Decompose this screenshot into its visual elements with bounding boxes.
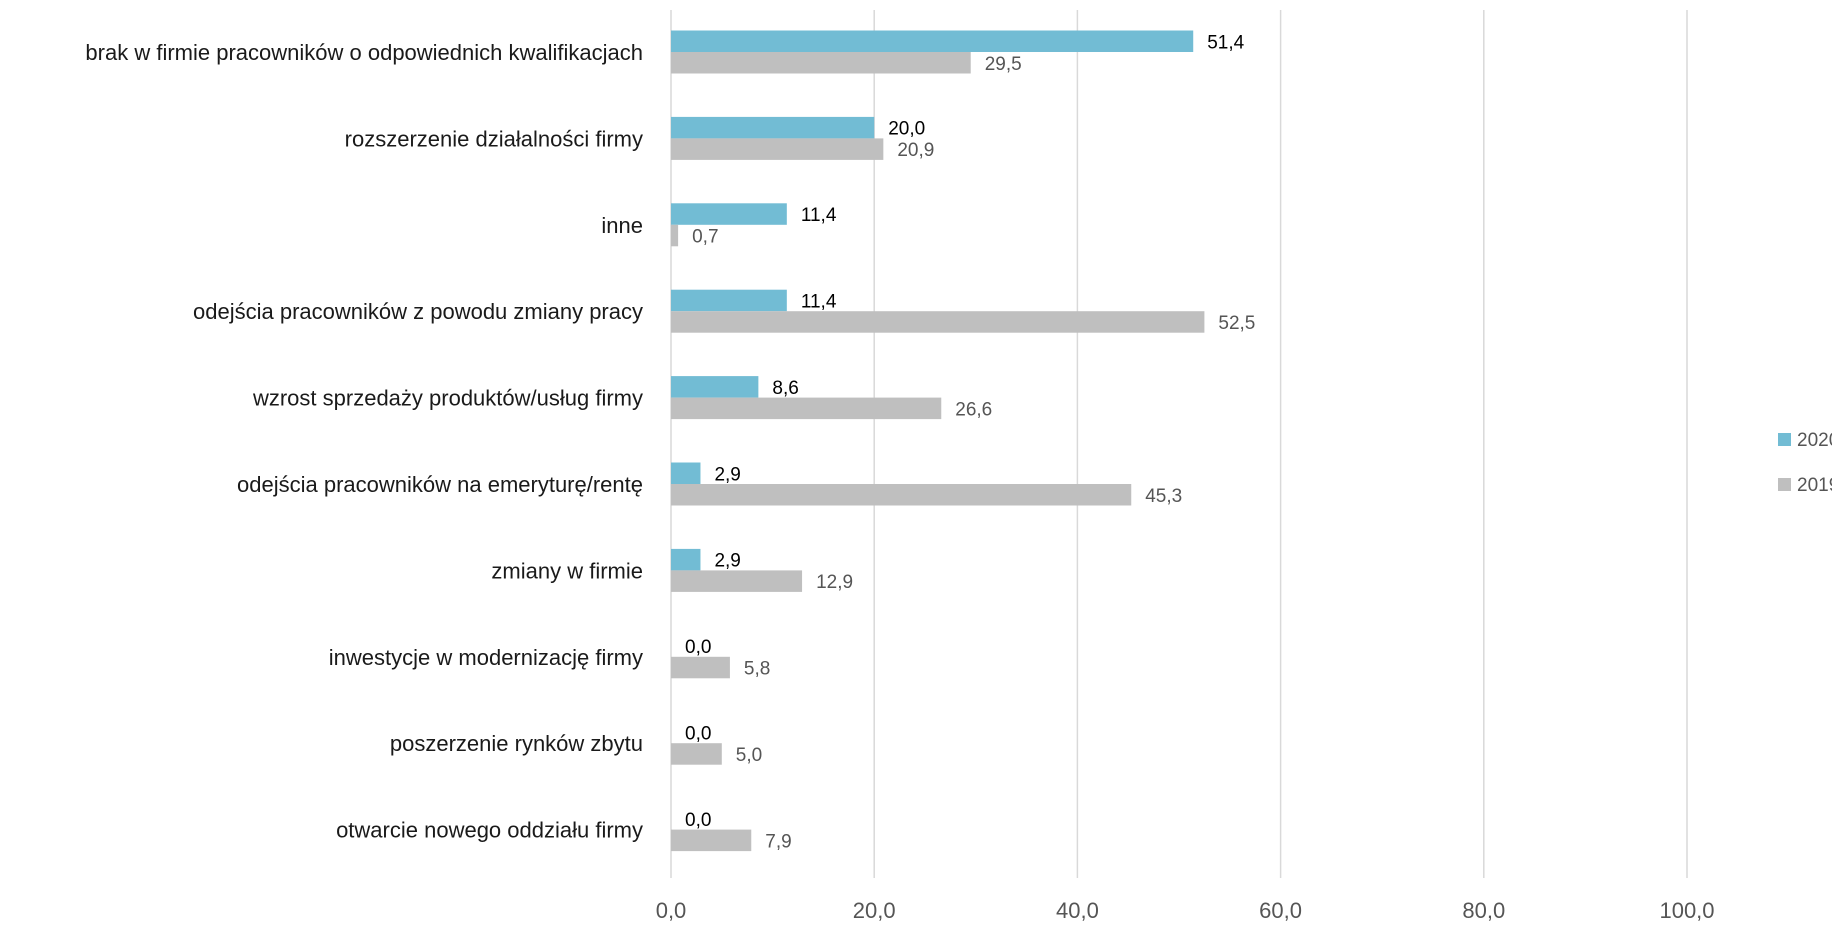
data-label-2020: 0,0 xyxy=(685,723,711,744)
bar-2020 xyxy=(671,289,787,312)
data-label-2020: 11,4 xyxy=(801,205,837,226)
data-label-2019: 12,9 xyxy=(816,572,853,593)
data-label-2019: 5,0 xyxy=(736,745,762,766)
category-label: rozszerzenie działalności firmy xyxy=(345,126,643,151)
category-labels: brak w firmie pracowników o odpowiednich… xyxy=(85,40,643,843)
data-label-2019: 7,9 xyxy=(765,831,791,852)
data-label-2019: 20,9 xyxy=(897,140,934,161)
data-label-2020: 20,0 xyxy=(888,119,925,140)
category-label: inwestycje w modernizację firmy xyxy=(329,645,643,670)
category-label: brak w firmie pracowników o odpowiednich… xyxy=(85,40,643,65)
bar-2019 xyxy=(671,311,1205,333)
bar-2020 xyxy=(671,548,701,571)
category-label: odejścia pracowników z powodu zmiany pra… xyxy=(193,299,643,324)
x-tick-label: 80,0 xyxy=(1462,898,1505,923)
data-label-2020: 0,0 xyxy=(685,637,711,658)
legend-swatch-2019 xyxy=(1778,478,1791,491)
bar-2019 xyxy=(671,484,1132,506)
data-label-2019: 26,6 xyxy=(955,399,992,420)
data-label-2019: 29,5 xyxy=(985,54,1022,75)
category-label: poszerzenie rynków zbytu xyxy=(390,731,643,756)
bars: 51,4 29,5 20,020,9 11,4 0,7 11,4 52,5 8,6 26,6 2,… xyxy=(671,30,1255,852)
bar-2020 xyxy=(671,203,787,225)
x-tick-label: 100,0 xyxy=(1659,898,1714,923)
data-label-2020: 51,4 xyxy=(1207,32,1244,53)
bar-2019 xyxy=(671,397,942,420)
category-label: otwarcie nowego oddziału firmy xyxy=(336,818,643,843)
data-label-2019: 5,8 xyxy=(744,659,770,680)
data-label-2020: 2,9 xyxy=(714,464,740,485)
legend-swatch-2020 xyxy=(1778,433,1791,446)
data-label-2020: 11,4 xyxy=(801,291,837,312)
bar-2020 xyxy=(671,30,1194,52)
bar-2019 xyxy=(671,743,722,765)
x-tick-label: 60,0 xyxy=(1259,898,1302,923)
x-axis-ticks: 0,0 20,0 40,0 60,0 80,0 100,0 xyxy=(656,898,1715,923)
x-tick-label: 20,0 xyxy=(853,898,896,923)
data-label-2019: 45,3 xyxy=(1145,486,1182,507)
category-label: wzrost sprzedaży produktów/usług firmy xyxy=(252,386,643,411)
bar-2019 xyxy=(671,224,679,247)
bar-2020 xyxy=(671,462,701,484)
data-label-2020: 0,0 xyxy=(685,810,711,831)
bar-2019 xyxy=(671,52,971,74)
legend-label: 2020 xyxy=(1797,430,1832,451)
bar-2019 xyxy=(671,138,884,160)
bar-2020 xyxy=(671,116,875,139)
data-label-2020: 2,9 xyxy=(714,551,740,572)
bar-2019 xyxy=(671,656,730,679)
data-label-2019: 0,7 xyxy=(692,227,718,248)
legend: 2020 2019 xyxy=(1778,430,1832,496)
legend-label: 2019 xyxy=(1797,475,1832,496)
bar-2019 xyxy=(671,570,803,592)
bar-2020 xyxy=(671,376,759,398)
x-tick-label: 0,0 xyxy=(656,898,687,923)
x-tick-label: 40,0 xyxy=(1056,898,1099,923)
data-label-2019: 52,5 xyxy=(1218,313,1255,334)
category-label: zmiany w firmie xyxy=(491,558,643,583)
category-label: inne xyxy=(601,213,643,238)
category-label: odejścia pracowników na emeryturę/rentę xyxy=(237,472,643,497)
data-label-2020: 8,6 xyxy=(772,378,798,399)
bar-2019 xyxy=(671,829,752,852)
